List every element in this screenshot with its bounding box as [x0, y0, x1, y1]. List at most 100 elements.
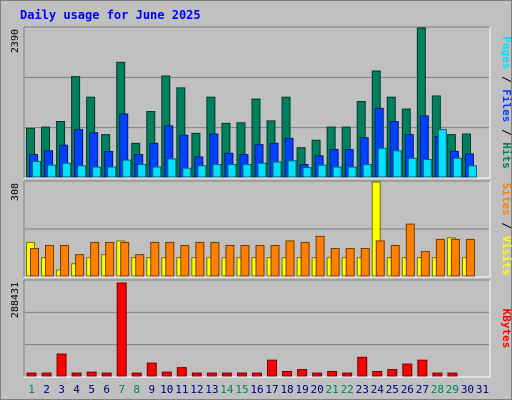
kbytes-bar-2 [41, 372, 52, 377]
x-tick-label-23: 23 [356, 383, 369, 396]
kbytes-bar-21 [327, 370, 338, 377]
sites-bar-13 [210, 241, 220, 277]
pages-bar-25 [392, 150, 402, 178]
sites-bar-6 [105, 241, 115, 277]
x-tick-label-12: 12 [190, 383, 203, 396]
pages-bar-7 [122, 159, 132, 178]
x-tick-label-17: 17 [265, 383, 278, 396]
sites-bar-3 [60, 244, 70, 277]
sites-bar-15 [240, 244, 250, 277]
pages-bar-30 [467, 165, 477, 178]
x-tick-label-22: 22 [341, 383, 354, 396]
visits-legend-visits: Visits [500, 236, 512, 276]
kbytes-bar-25 [387, 369, 398, 377]
sites-bar-11 [180, 244, 190, 277]
kbytes-bar-20 [312, 372, 323, 377]
visits-legend: Sites / Visits [500, 183, 512, 276]
sites-bar-1 [30, 248, 39, 277]
pages-bar-23 [362, 164, 372, 178]
x-tick-label-28: 28 [431, 383, 444, 396]
sites-bar-23 [360, 248, 370, 277]
kbytes-bar-17 [267, 359, 278, 377]
x-tick-label-31: 31 [476, 383, 489, 396]
sites-bar-10 [165, 241, 175, 277]
pages-bar-8 [137, 164, 147, 178]
x-tick-label-6: 6 [103, 383, 110, 396]
kbytes-bar-26 [402, 363, 413, 377]
sites-bar-20 [315, 235, 325, 277]
pages-bar-20 [317, 164, 327, 178]
kbytes-legend-kbytes: KBytes [500, 309, 512, 349]
hits-legend-separator: / [500, 122, 512, 142]
sites-bar-25 [390, 244, 400, 277]
kbytes-bar-24 [372, 370, 383, 377]
sites-bar-7 [120, 241, 130, 277]
hits-legend: Pages / Files / Hits [500, 36, 512, 169]
pages-bar-21 [332, 166, 342, 178]
kbytes-bar-1 [26, 372, 37, 377]
kbytes-bar-9 [146, 362, 157, 377]
pages-bar-6 [107, 166, 117, 178]
x-tick-label-16: 16 [250, 383, 263, 396]
pages-bar-28 [437, 129, 447, 178]
kbytes-bar-18 [282, 370, 293, 377]
x-tick-label-7: 7 [118, 383, 125, 396]
kbytes-bar-13 [206, 372, 217, 377]
kbytes-bar-22 [342, 372, 353, 377]
x-tick-label-11: 11 [175, 383, 188, 396]
pages-bar-5 [92, 166, 102, 178]
sites-bar-26 [405, 223, 415, 277]
x-tick-label-1: 1 [28, 383, 35, 396]
sites-bar-27 [420, 251, 430, 277]
pages-bar-16 [257, 162, 267, 178]
x-tick-label-4: 4 [73, 383, 80, 396]
hits-y-tick: 2390 [10, 29, 21, 53]
sites-bar-19 [300, 241, 310, 277]
x-tick-label-13: 13 [205, 383, 218, 396]
hits-legend-separator: / [500, 69, 512, 89]
x-tick-label-20: 20 [311, 383, 324, 396]
sites-bar-30 [465, 238, 475, 277]
kbytes-bar-27 [417, 359, 428, 377]
pages-bar-10 [167, 158, 177, 178]
kbytes-legend: KBytes [500, 309, 512, 349]
pages-bar-12 [197, 165, 207, 178]
sites-bar-21 [330, 248, 340, 277]
kbytes-bar-8 [131, 372, 142, 377]
kbytes-y-tick: 288431 [10, 282, 21, 318]
x-tick-label-3: 3 [58, 383, 65, 396]
x-tick-label-15: 15 [235, 383, 248, 396]
sites-bar-12 [195, 241, 205, 277]
pages-bar-18 [287, 160, 297, 178]
sites-bar-22 [345, 248, 355, 277]
pages-bar-3 [62, 162, 72, 178]
sites-bar-9 [150, 241, 160, 277]
kbytes-bar-23 [357, 356, 368, 377]
kbytes-bar-15 [236, 372, 247, 377]
pages-bar-11 [182, 167, 192, 178]
kbytes-bar-28 [432, 372, 443, 377]
visits-y-tick: 308 [10, 183, 21, 201]
kbytes-bar-19 [297, 369, 308, 377]
hits-legend-pages: Pages [500, 36, 512, 69]
x-tick-label-30: 30 [461, 383, 474, 396]
pages-bar-4 [77, 165, 87, 178]
kbytes-bar-16 [251, 372, 262, 377]
x-tick-label-9: 9 [148, 383, 155, 396]
x-tick-label-10: 10 [160, 383, 173, 396]
kbytes-bar-4 [71, 372, 82, 377]
visits-legend-separator: / [500, 216, 512, 236]
sites-bar-14 [225, 244, 235, 277]
pages-bar-24 [377, 147, 387, 178]
visits-legend-sites: Sites [500, 183, 512, 216]
pages-bar-15 [242, 164, 252, 178]
x-tick-label-8: 8 [133, 383, 140, 396]
pages-bar-27 [422, 159, 432, 178]
sites-bar-28 [435, 238, 445, 277]
pages-bar-22 [347, 166, 357, 178]
sites-bar-2 [45, 244, 55, 277]
x-tick-label-14: 14 [220, 383, 234, 396]
kbytes-bar-12 [191, 372, 202, 377]
